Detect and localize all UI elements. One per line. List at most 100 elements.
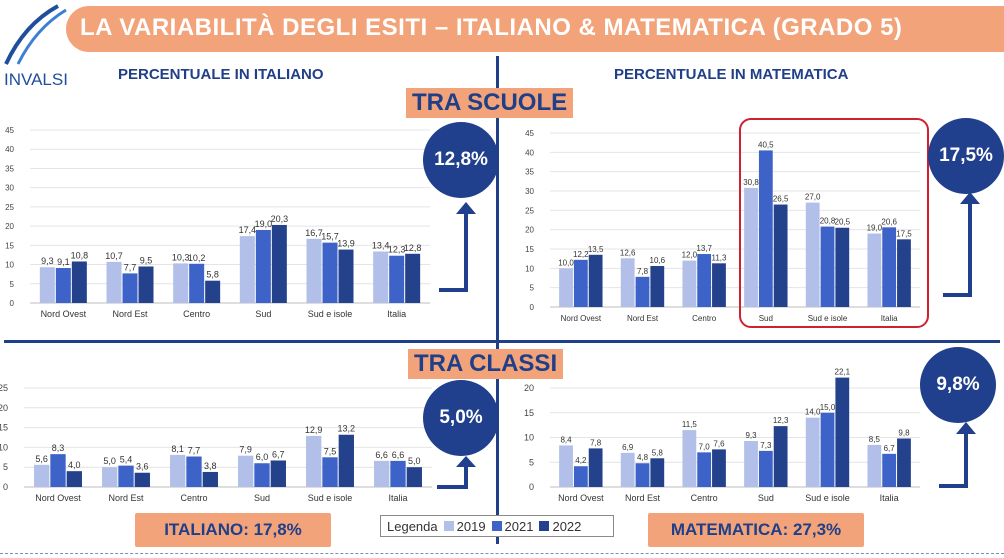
category-label: Sud (255, 309, 271, 319)
data-label: 26,5 (773, 195, 789, 204)
y-tick-label: 10 (0, 442, 8, 452)
bar (202, 471, 218, 487)
y-tick-label: 5 (530, 284, 535, 293)
bar (118, 465, 134, 487)
bar (867, 444, 882, 487)
data-label: 7,8 (637, 267, 649, 276)
data-label: 6,0 (256, 452, 269, 462)
bar (239, 236, 255, 303)
bar (620, 452, 635, 487)
legend-item-2019: 2019 (456, 518, 486, 534)
bar (173, 263, 189, 303)
data-label: 16,7 (305, 228, 323, 238)
data-label: 7,6 (713, 439, 725, 448)
data-label: 19,0 (867, 224, 883, 233)
data-label: 12,6 (620, 248, 636, 257)
bar (682, 430, 697, 487)
legend-swatch-2019 (443, 521, 454, 531)
badge-italiano-classi: 5,0% (423, 380, 499, 456)
y-tick-label: 15 (525, 245, 534, 254)
data-label: 13,9 (337, 239, 355, 249)
bar (39, 267, 55, 303)
data-label: 6,7 (272, 449, 285, 459)
category-label: Nord Ovest (35, 493, 81, 503)
data-label: 7,5 (324, 446, 337, 456)
y-tick-label: 35 (525, 168, 534, 177)
y-tick-label: 15 (5, 241, 14, 250)
legend-item-2022: 2022 (552, 518, 582, 534)
data-label: 14,0 (805, 408, 821, 417)
category-label: Sud (254, 493, 270, 503)
data-label: 15,0 (820, 403, 836, 412)
data-label: 12,2 (573, 250, 589, 259)
bar (405, 253, 421, 303)
category-label: Italia (880, 493, 899, 503)
data-label: 8,5 (869, 435, 881, 444)
bar (50, 454, 66, 487)
bottom-dashed-line (0, 553, 1004, 554)
category-label: Italia (881, 314, 898, 323)
data-label: 12,0 (682, 251, 698, 260)
title-banner (66, 6, 1004, 52)
bar (55, 268, 71, 303)
bar (820, 226, 835, 307)
bar (102, 467, 118, 487)
data-label: 12,9 (305, 425, 323, 435)
chart-matematica-scuole: 0 5 10 15 20 25 30 35 40 45 10,012,213,5 Nord Ovest… (525, 129, 920, 323)
bar (805, 202, 820, 307)
data-label: 5,8 (206, 270, 219, 280)
data-label: 13,7 (696, 244, 712, 253)
y-tick-label: 20 (0, 403, 8, 413)
bar (573, 259, 588, 307)
data-label: 20,8 (820, 217, 836, 226)
bar (406, 467, 422, 487)
legend: Legenda 2019 2021 2022 (380, 515, 614, 537)
y-tick-label: 20 (525, 226, 534, 235)
data-label: 17,4 (239, 225, 257, 235)
bar (122, 273, 138, 303)
y-tick-label: 35 (5, 164, 14, 173)
bar (758, 450, 773, 487)
highlight-sud-box (739, 118, 929, 328)
arrow-icon (439, 202, 476, 292)
bar (255, 229, 271, 303)
category-label: Nord Ovest (41, 309, 87, 319)
bar (270, 460, 286, 487)
bar (712, 449, 726, 487)
bar (322, 457, 338, 487)
bar (373, 251, 389, 303)
bar (588, 254, 603, 307)
bar (66, 471, 82, 487)
category-label: Sud e isole (805, 493, 850, 503)
category-label: Nord Est (108, 493, 144, 503)
bar (682, 260, 697, 307)
y-tick-label: 25 (0, 383, 8, 393)
data-label: 6,9 (622, 443, 634, 452)
horizontal-divider (4, 340, 1000, 343)
y-tick-label: 0 (3, 482, 8, 492)
section-label-classi: TRA CLASSI (408, 349, 564, 379)
y-tick-label: 5 (10, 280, 15, 289)
bar (138, 266, 154, 303)
data-label: 10,8 (71, 250, 89, 260)
bar (106, 261, 122, 303)
data-label: 20,6 (881, 217, 897, 226)
y-tick-label: 30 (5, 184, 14, 193)
vertical-divider (496, 56, 499, 544)
data-label: 4,0 (68, 460, 81, 470)
y-tick-label: 25 (525, 206, 534, 215)
bar (820, 412, 835, 487)
data-label: 10,2 (188, 253, 206, 263)
data-label: 13,4 (372, 240, 390, 250)
category-label: Sud (758, 493, 774, 503)
category-label: Italia (387, 309, 406, 319)
bar (650, 266, 665, 307)
bar (559, 445, 573, 487)
bar (773, 426, 788, 487)
panel-title-italiano: PERCENTUALE IN ITALIANO (118, 66, 324, 83)
data-label: 20,3 (271, 214, 289, 224)
bar (773, 204, 788, 307)
category-label: Centro (691, 493, 718, 503)
bar (588, 448, 603, 487)
legend-swatch-2021 (491, 521, 502, 531)
